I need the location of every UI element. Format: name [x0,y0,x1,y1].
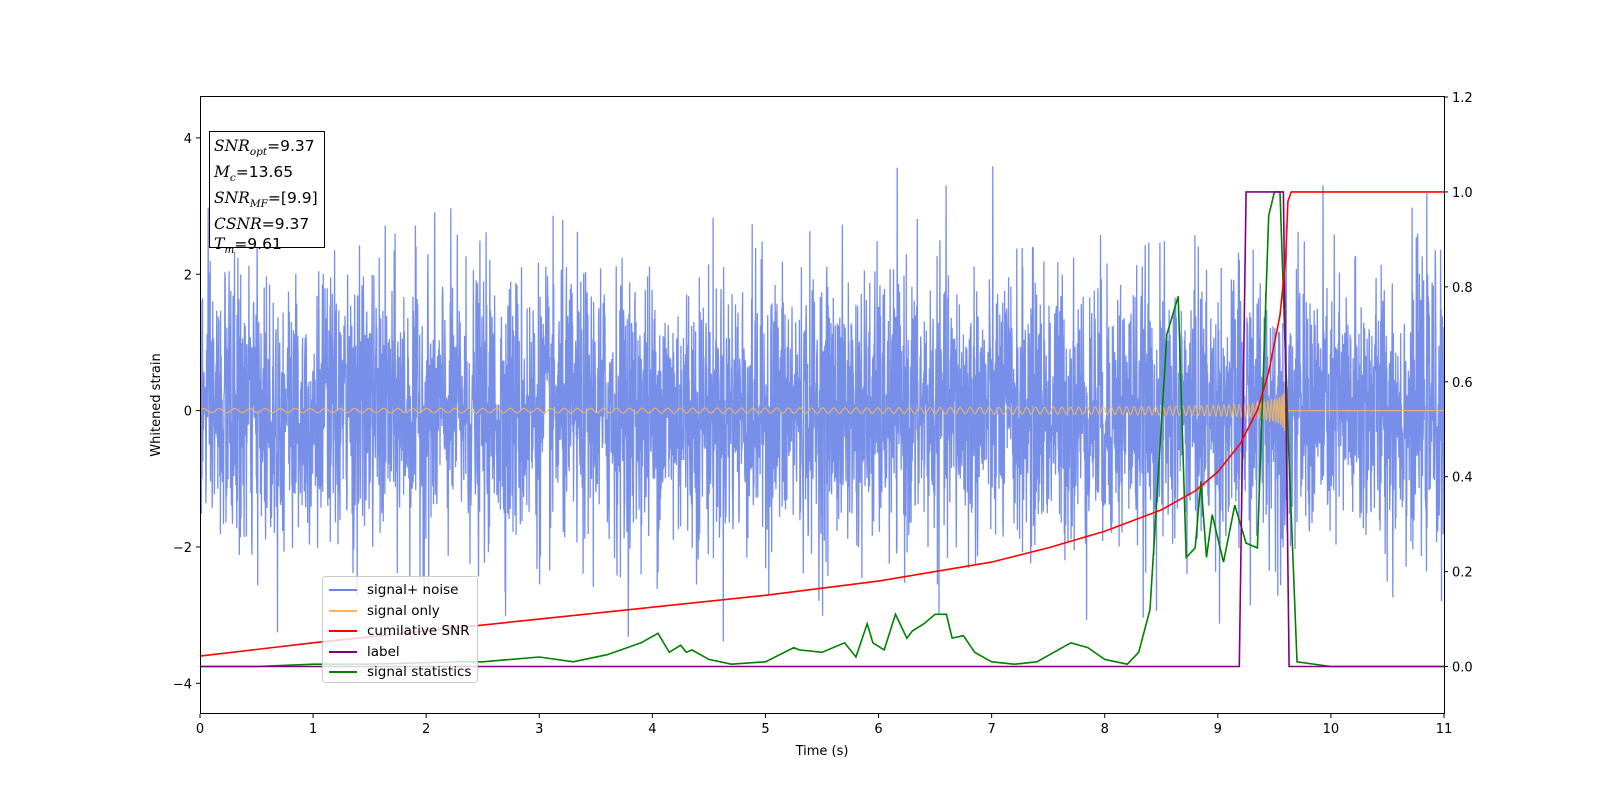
series-signal-statistics-line [200,191,1444,668]
snr-info-box: SNRopt=9.37 Mc=13.65 SNRMF=[9.9] CSNR=9.… [209,131,325,256]
legend-label-signal-only: signal only [367,602,440,619]
snr-opt-row: SNRopt=9.37 [214,136,324,162]
mc-subscript: c [229,172,236,185]
x-tick-label: 10 [1323,722,1340,737]
legend-item-signal-statistics: signal statistics [329,662,477,683]
y-tick-label: 2 [184,268,192,283]
x-tick-label: 2 [422,722,430,737]
series-cumulative-snr-line [200,191,1444,657]
snr-mf-subscript: MF [249,198,268,211]
y-tick-label: −4 [173,677,192,692]
snr-opt-symbol: SNR [214,137,250,155]
x-tick-label: 9 [1214,722,1222,737]
series-label-line [200,191,1444,668]
legend-swatch-signal-noise [329,589,357,592]
y2-tick-label: 1.0 [1452,186,1473,201]
legend-swatch-signal-only [329,609,357,612]
ticks-layer: 0 1 2 3 4 5 6 7 8 9 10 11 4 2 0 −2 −4 1.2 1.0 0.8 0.6 0.4 0.2 0… [173,91,1473,737]
snr-mf-value: =[9.9] [267,189,318,208]
y-tick-label: 4 [184,132,192,147]
series-layer [200,166,1444,668]
tm-subscript: m [224,244,235,257]
series-signal-noise-line [200,166,1444,642]
y2-tick-label: 0.4 [1452,471,1473,486]
y-tick-label: −2 [173,541,192,556]
chart-legend: signal+ noise signal only cumilative SNR… [322,576,478,683]
x-tick-label: 4 [648,722,656,737]
x-tick-label: 3 [535,722,543,737]
y2-tick-label: 0.6 [1452,376,1473,391]
snr-mf-row: SNRMF=[9.9] [214,188,324,214]
x-tick-label: 0 [196,722,204,737]
tm-value: =9.61 [234,235,282,254]
snr-mf-symbol: SNR [214,189,250,208]
legend-item-signal-only: signal only [329,601,477,622]
csnr-row: CSNR=9.37 [214,214,324,234]
csnr-value: =9.37 [261,215,310,234]
legend-label-cumulative-snr: cumilative SNR [367,623,470,640]
y2-tick-label: 0.0 [1452,661,1473,676]
legend-item-signal-noise: signal+ noise [329,580,477,601]
legend-swatch-label [329,650,357,653]
legend-label-label: label [367,643,400,660]
series-signal-only-line [200,374,1444,436]
legend-item-cumulative-snr: cumilative SNR [329,621,477,642]
tm-row: Tm=9.61 [214,234,324,260]
x-tick-label: 8 [1101,722,1109,737]
y-axis-label: Whitened strain [149,353,164,456]
tm-symbol: T [214,235,225,254]
x-tick-label: 5 [761,722,769,737]
x-tick-label: 1 [309,722,317,737]
snr-opt-subscript: opt [249,146,268,159]
legend-label-signal-noise: signal+ noise [367,582,459,599]
x-axis-label: Time (s) [795,744,849,759]
y2-tick-label: 0.2 [1452,566,1473,581]
mc-symbol: M [214,163,230,182]
mc-row: Mc=13.65 [214,162,324,188]
snr-opt-value: =9.37 [267,137,315,155]
x-tick-label: 7 [987,722,995,737]
x-tick-label: 6 [874,722,882,737]
x-tick-label: 11 [1436,722,1453,737]
legend-label-signal-statistics: signal statistics [367,664,472,681]
y2-tick-label: 1.2 [1452,91,1473,106]
legend-swatch-cumulative-snr [329,630,357,633]
csnr-symbol: CSNR [214,215,262,234]
mc-value: =13.65 [235,163,294,182]
y2-tick-label: 0.8 [1452,281,1473,296]
legend-item-label: label [329,642,477,663]
legend-swatch-signal-statistics [329,671,357,674]
plot-frame [200,96,1445,714]
y-tick-label: 0 [184,405,192,420]
